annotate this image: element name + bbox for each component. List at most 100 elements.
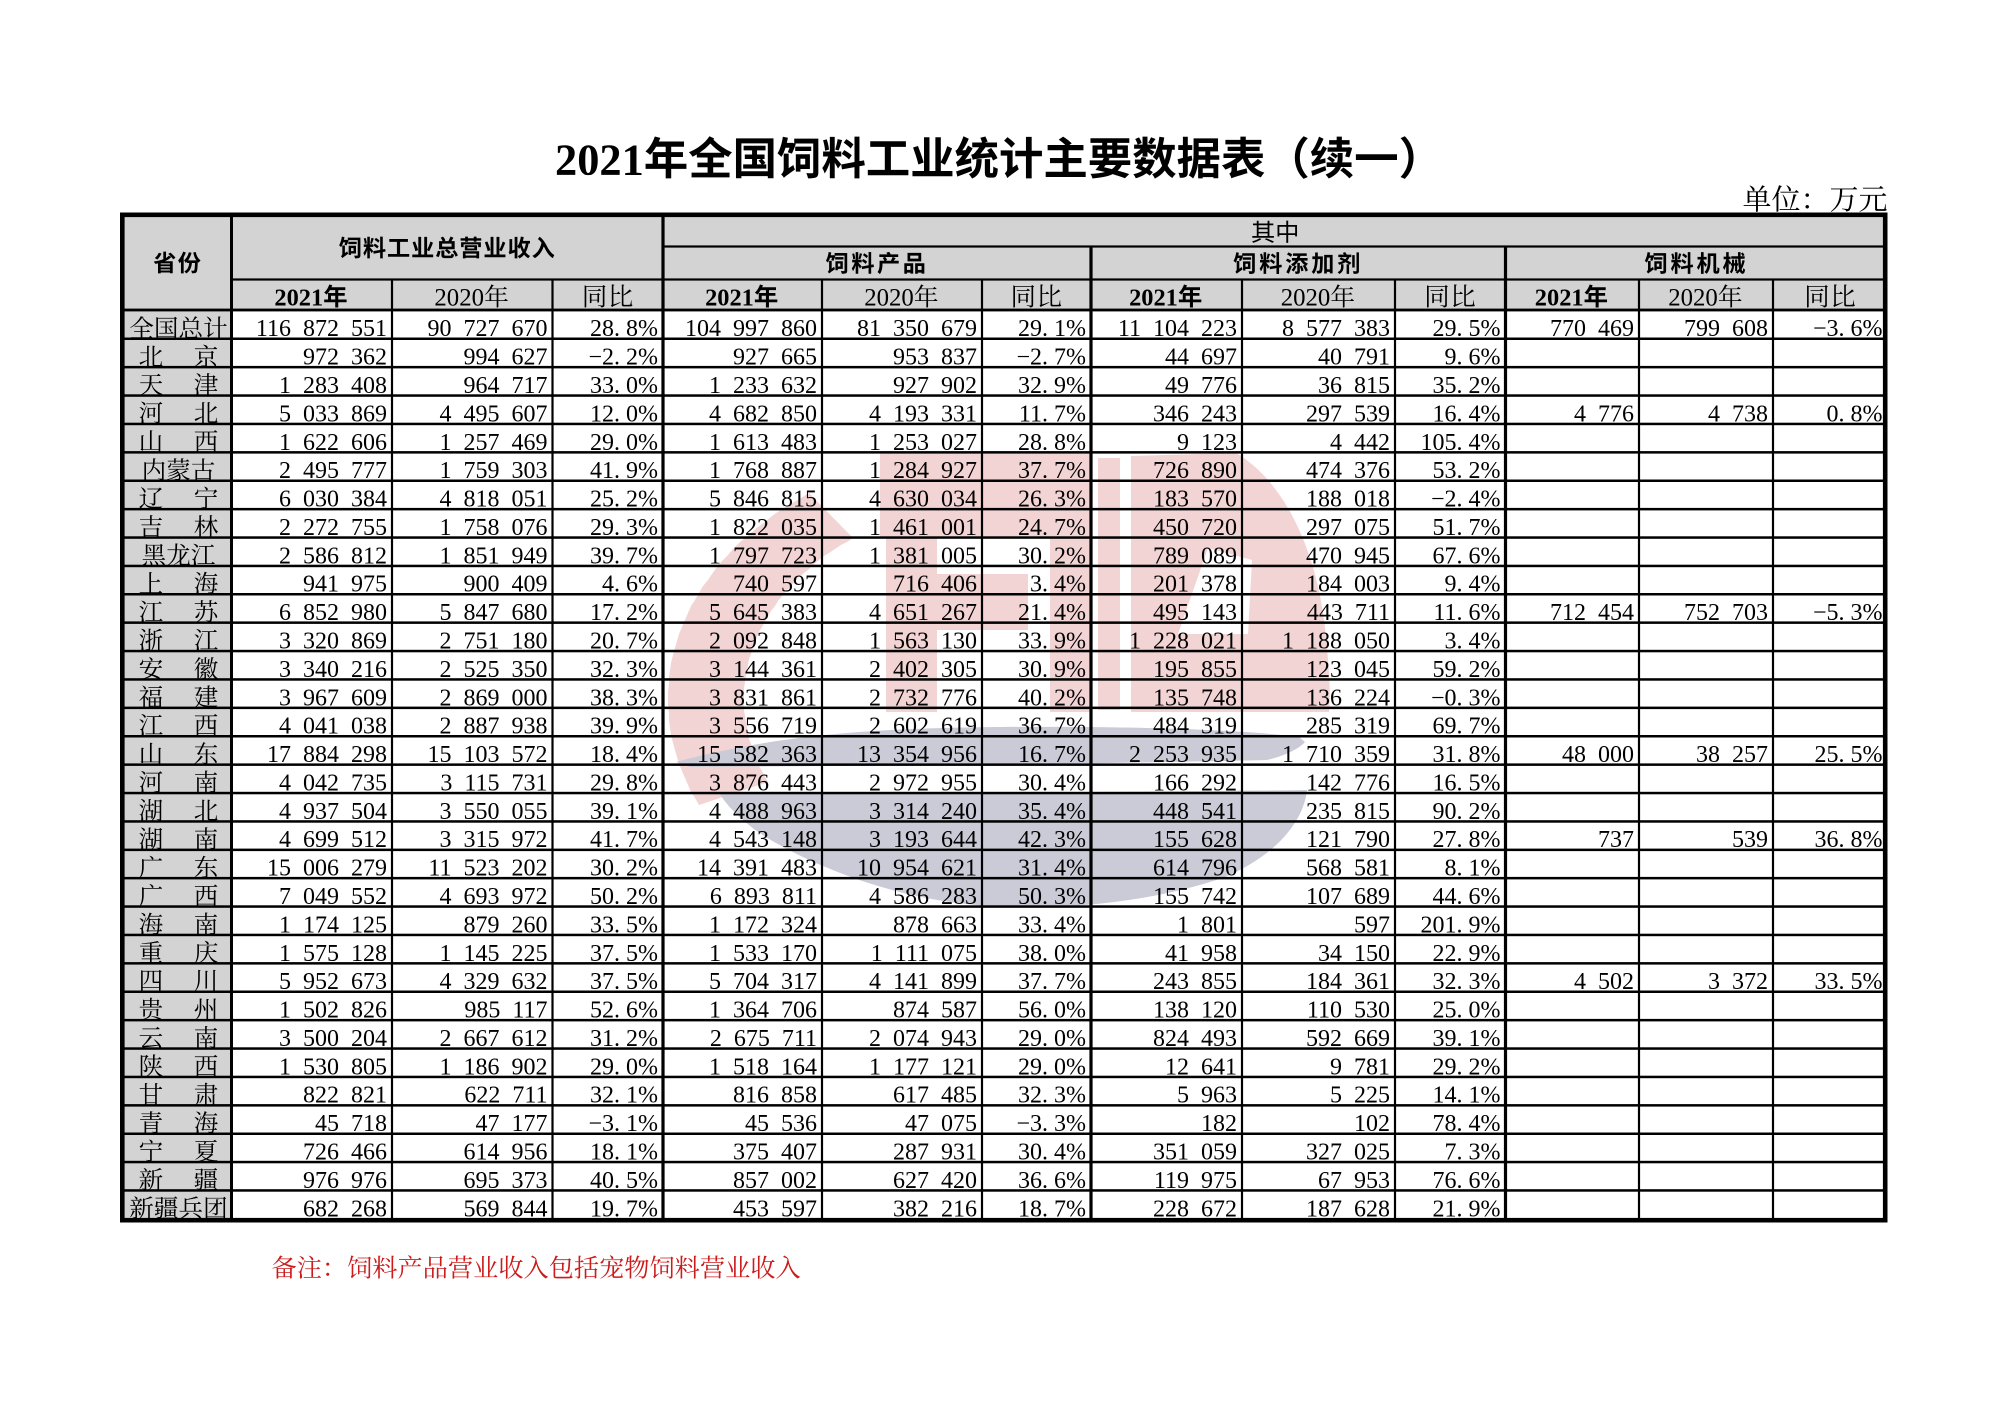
svg-text:7. 3%: 7. 3% bbox=[1445, 1140, 1501, 1166]
svg-text:49 776: 49 776 bbox=[1165, 373, 1237, 399]
svg-text:1 563 130: 1 563 130 bbox=[869, 629, 977, 655]
svg-text:824 493: 824 493 bbox=[1153, 1026, 1237, 1052]
svg-text:1 530 805: 1 530 805 bbox=[279, 1054, 387, 1080]
svg-text:474 376: 474 376 bbox=[1306, 458, 1390, 484]
svg-text:33. 5%: 33. 5% bbox=[590, 912, 658, 938]
svg-text:29. 5%: 29. 5% bbox=[1433, 316, 1501, 342]
svg-text:12. 0%: 12. 0% bbox=[590, 401, 658, 427]
svg-text:495 143: 495 143 bbox=[1153, 600, 1237, 626]
svg-text:15 006 279: 15 006 279 bbox=[267, 856, 387, 882]
svg-text:3 372: 3 372 bbox=[1708, 969, 1768, 995]
svg-text:964 717: 964 717 bbox=[464, 373, 548, 399]
svg-text:25. 5%: 25. 5% bbox=[1815, 742, 1883, 768]
svg-text:33. 5%: 33. 5% bbox=[1815, 969, 1883, 995]
svg-text:0. 8%: 0. 8% bbox=[1827, 401, 1883, 427]
svg-text:2 887 938: 2 887 938 bbox=[440, 714, 548, 740]
svg-text:976 976: 976 976 bbox=[303, 1168, 387, 1194]
svg-text:1 364 706: 1 364 706 bbox=[709, 998, 817, 1024]
svg-text:50. 3%: 50. 3% bbox=[1018, 884, 1086, 910]
svg-text:9. 4%: 9. 4% bbox=[1445, 572, 1501, 598]
svg-text:39. 9%: 39. 9% bbox=[590, 714, 658, 740]
svg-text:569 844: 569 844 bbox=[464, 1196, 548, 1222]
svg-text:3 967 609: 3 967 609 bbox=[279, 685, 387, 711]
svg-text:1 759 303: 1 759 303 bbox=[440, 458, 548, 484]
svg-text:15 582 363: 15 582 363 bbox=[697, 742, 817, 768]
svg-text:51. 7%: 51. 7% bbox=[1433, 515, 1501, 541]
svg-text:2 525 350: 2 525 350 bbox=[440, 657, 548, 683]
svg-text:16. 7%: 16. 7% bbox=[1018, 742, 1086, 768]
svg-text:119 975: 119 975 bbox=[1154, 1168, 1237, 1194]
svg-text:1 145 225: 1 145 225 bbox=[440, 941, 548, 967]
svg-text:9. 6%: 9. 6% bbox=[1445, 345, 1501, 371]
svg-text:1 257 469: 1 257 469 bbox=[440, 430, 548, 456]
svg-text:2 667 612: 2 667 612 bbox=[440, 1026, 548, 1052]
svg-text:4 193 331: 4 193 331 bbox=[869, 401, 977, 427]
svg-text:155 628: 155 628 bbox=[1153, 827, 1237, 853]
svg-text:879 260: 879 260 bbox=[464, 912, 548, 938]
svg-text:45 718: 45 718 bbox=[315, 1111, 387, 1137]
svg-text:28. 8%: 28. 8% bbox=[1018, 430, 1086, 456]
svg-text:443 711: 443 711 bbox=[1307, 600, 1390, 626]
svg-text:35. 4%: 35. 4% bbox=[1018, 799, 1086, 825]
svg-text:45 536: 45 536 bbox=[745, 1111, 817, 1137]
svg-text:470 945: 470 945 bbox=[1306, 543, 1390, 569]
svg-text:4 042 735: 4 042 735 bbox=[279, 770, 387, 796]
svg-text:18. 4%: 18. 4% bbox=[590, 742, 658, 768]
svg-text:50. 2%: 50. 2% bbox=[590, 884, 658, 910]
svg-text:29. 1%: 29. 1% bbox=[1018, 316, 1086, 342]
svg-text:27. 8%: 27. 8% bbox=[1433, 827, 1501, 853]
svg-text:2020: 2020 bbox=[434, 285, 484, 312]
svg-text:4 543 148: 4 543 148 bbox=[709, 827, 817, 853]
svg-text:1 381 005: 1 381 005 bbox=[869, 543, 977, 569]
svg-text:138 120: 138 120 bbox=[1153, 998, 1237, 1024]
svg-text:614 796: 614 796 bbox=[1153, 856, 1237, 882]
svg-text:1 188 050: 1 188 050 bbox=[1282, 629, 1390, 655]
svg-text:5 645 383: 5 645 383 bbox=[709, 600, 817, 626]
svg-text:627 420: 627 420 bbox=[893, 1168, 977, 1194]
svg-text:15 103 572: 15 103 572 bbox=[428, 742, 548, 768]
svg-text:26. 3%: 26. 3% bbox=[1018, 487, 1086, 513]
svg-text:11 104 223: 11 104 223 bbox=[1118, 316, 1237, 342]
svg-text:3 831 861: 3 831 861 bbox=[709, 685, 817, 711]
svg-text:37. 5%: 37. 5% bbox=[590, 969, 658, 995]
svg-text:2 869 000: 2 869 000 bbox=[440, 685, 548, 711]
svg-text:32. 9%: 32. 9% bbox=[1018, 373, 1086, 399]
svg-text:4 442: 4 442 bbox=[1330, 430, 1390, 456]
svg-text:28. 8%: 28. 8% bbox=[590, 316, 658, 342]
svg-text:29. 8%: 29. 8% bbox=[590, 770, 658, 796]
svg-text:3 550 055: 3 550 055 bbox=[440, 799, 548, 825]
svg-text:4 630 034: 4 630 034 bbox=[869, 487, 977, 513]
svg-text:2 675 711: 2 675 711 bbox=[710, 1026, 817, 1052]
svg-text:−5. 3%: −5. 3% bbox=[1813, 600, 1883, 626]
svg-text:4 488 963: 4 488 963 bbox=[709, 799, 817, 825]
svg-text:21. 9%: 21. 9% bbox=[1433, 1196, 1501, 1222]
svg-text:2021: 2021 bbox=[274, 284, 323, 311]
svg-text:857 002: 857 002 bbox=[733, 1168, 817, 1194]
svg-text:32. 3%: 32. 3% bbox=[1018, 1083, 1086, 1109]
svg-text:40 791: 40 791 bbox=[1318, 345, 1390, 371]
svg-text:2021: 2021 bbox=[1129, 284, 1178, 311]
svg-text:484 319: 484 319 bbox=[1153, 714, 1237, 740]
svg-text:770 469: 770 469 bbox=[1550, 316, 1634, 342]
svg-text:716 406: 716 406 bbox=[893, 572, 977, 598]
svg-text:1 758 076: 1 758 076 bbox=[440, 515, 548, 541]
svg-text:136 224: 136 224 bbox=[1306, 685, 1390, 711]
svg-text:90. 2%: 90. 2% bbox=[1433, 799, 1501, 825]
svg-text:4 738: 4 738 bbox=[1708, 401, 1768, 427]
svg-text:201 378: 201 378 bbox=[1153, 572, 1237, 598]
svg-text:90 727 670: 90 727 670 bbox=[428, 316, 548, 342]
svg-text:29. 0%: 29. 0% bbox=[590, 430, 658, 456]
svg-text:941 975: 941 975 bbox=[303, 572, 387, 598]
svg-text:2 253 935: 2 253 935 bbox=[1129, 742, 1237, 768]
svg-text:30. 2%: 30. 2% bbox=[590, 856, 658, 882]
svg-text:3 556 719: 3 556 719 bbox=[709, 714, 817, 740]
svg-text:10 954 621: 10 954 621 bbox=[857, 856, 977, 882]
svg-text:2020: 2020 bbox=[1281, 285, 1331, 312]
svg-text:351 059: 351 059 bbox=[1153, 1140, 1237, 1166]
svg-text:37. 7%: 37. 7% bbox=[1018, 969, 1086, 995]
svg-text:18. 1%: 18. 1% bbox=[590, 1140, 658, 1166]
svg-text:568 581: 568 581 bbox=[1306, 856, 1390, 882]
svg-text:−0. 3%: −0. 3% bbox=[1431, 685, 1501, 711]
svg-text:19. 7%: 19. 7% bbox=[590, 1196, 658, 1222]
svg-text:2020: 2020 bbox=[1668, 285, 1718, 312]
